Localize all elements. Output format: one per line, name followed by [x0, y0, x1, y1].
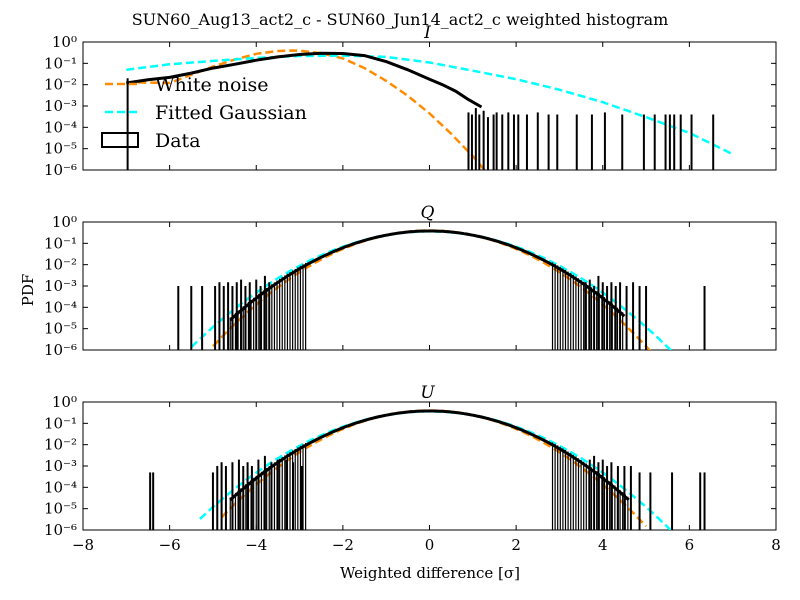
legend: White noise Fitted Gaussian Data [101, 74, 307, 152]
legend-data-swatch [101, 132, 139, 148]
data-curve [229, 409, 630, 502]
y-tick-label: 10⁻¹ [44, 234, 77, 252]
panel-title-u: U [420, 383, 435, 403]
panel-title-q: Q [421, 203, 435, 223]
panel-q: Q 10⁰ 10⁻¹ 10⁻² 10⁻³ 10⁻⁴ 10⁻⁵ 10⁻⁶ [44, 203, 777, 359]
x-tick-label: −8 [72, 536, 94, 554]
y-tick-label: 10⁻⁴ [44, 478, 77, 496]
x-tick-label: 4 [598, 536, 608, 554]
x-tick-label: 8 [771, 536, 781, 554]
figure-suptitle: SUN60_Aug13_act2_c - SUN60_Jun14_act2_c … [132, 10, 669, 29]
y-tick-label: 10⁻⁶ [44, 521, 77, 539]
y-tick-label: 10⁻³ [44, 97, 77, 115]
x-tick-label: 0 [425, 536, 435, 554]
plot-area [149, 409, 706, 530]
panels-group: I 10⁰ 10⁻¹ 10⁻² 10⁻³ 10⁻⁴ 10⁻⁵ 10⁻⁶ White noise F… [44, 23, 781, 554]
y-tick-label: 10⁻⁶ [44, 161, 77, 179]
x-tick-label: −6 [159, 536, 181, 554]
y-tick-label: 10⁻¹ [44, 54, 77, 72]
y-tick-label: 10⁻² [44, 76, 77, 94]
y-tick-label: 10⁰ [52, 33, 77, 51]
y-tick-label: 10⁰ [52, 393, 77, 411]
y-tick-label: 10⁻⁴ [44, 118, 77, 136]
y-tick-label: 10⁻⁴ [44, 298, 77, 316]
y-tick-label: 10⁻⁵ [44, 140, 77, 158]
panel-i: I 10⁰ 10⁻¹ 10⁻² 10⁻³ 10⁻⁴ 10⁻⁵ 10⁻⁶ White noise F… [44, 23, 777, 179]
x-tick-label: 6 [685, 536, 695, 554]
data-curve [229, 229, 626, 322]
y-axis-label: PDF [19, 274, 37, 307]
y-tick-label: 10⁻⁵ [44, 320, 77, 338]
x-axis-label: Weighted difference [σ] [340, 564, 520, 582]
data-curve [126, 51, 483, 109]
legend-fitted-gaussian-label: Fitted Gaussian [155, 102, 307, 124]
y-tick-label: 10⁻² [44, 436, 77, 454]
plot-area [177, 229, 706, 350]
y-tick-label: 10⁻² [44, 256, 77, 274]
plot-area [126, 49, 734, 170]
y-tick-label: 10⁰ [52, 213, 77, 231]
x-tick-label: −4 [245, 536, 267, 554]
y-tick-label: 10⁻³ [44, 277, 77, 295]
y-tick-label: 10⁻¹ [44, 414, 77, 432]
legend-data-label: Data [155, 130, 201, 152]
y-tick-label: 10⁻⁵ [44, 500, 77, 518]
fitted-gaussian-curve [126, 54, 734, 156]
y-tick-label: 10⁻⁶ [44, 341, 77, 359]
x-tick-label: −2 [332, 536, 354, 554]
panel-u: U 10⁰ 10⁻¹ 10⁻² 10⁻³ 10⁻⁴ 10⁻⁵ 10⁻⁶−8 −6 −4 −2 0 2 4 6… [44, 383, 781, 554]
panel-title-i: I [423, 23, 431, 43]
y-tick-label: 10⁻³ [44, 457, 77, 475]
legend-white-noise-label: White noise [155, 74, 269, 96]
x-tick-label: 2 [511, 536, 521, 554]
